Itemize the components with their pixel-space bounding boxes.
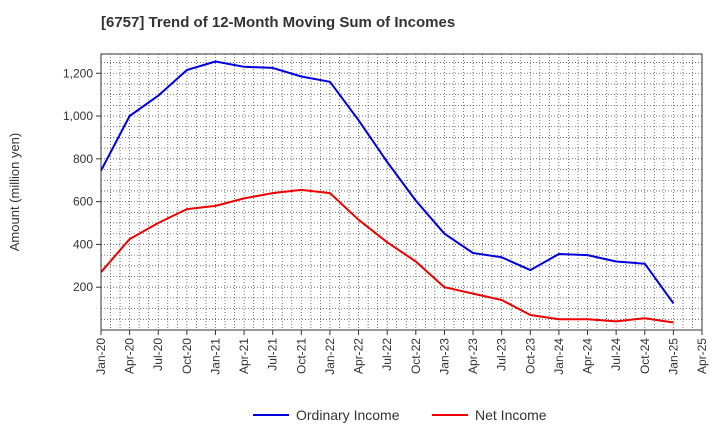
x-tick-label: Oct-20 <box>180 338 194 374</box>
x-tick-label: Oct-24 <box>638 338 652 374</box>
plot-background <box>101 54 702 330</box>
x-tick-label: Jul-22 <box>380 338 394 371</box>
x-tick-label: Oct-21 <box>294 338 308 374</box>
x-tick-label: Jul-24 <box>609 338 623 371</box>
x-tick-label: Apr-24 <box>581 338 595 374</box>
x-tick-label: Oct-22 <box>409 338 423 374</box>
x-tick-label: Jul-21 <box>266 338 280 371</box>
series-line-net-income <box>100 188 674 324</box>
x-tick-label: Oct-23 <box>523 338 537 374</box>
y-tick-label: 1,000 <box>63 109 93 123</box>
x-tick-label: Jul-20 <box>151 338 165 371</box>
y-tick-label: 1,200 <box>63 66 93 80</box>
series-layer <box>100 60 675 324</box>
y-tick-label: 600 <box>73 195 93 209</box>
y-tick-label: 400 <box>73 237 93 251</box>
plot-frame <box>100 53 703 331</box>
x-tick-label: Apr-22 <box>352 338 366 374</box>
x-tick-label: Jan-24 <box>552 338 566 375</box>
legend-label-ordinary-income: Ordinary Income <box>296 407 400 423</box>
y-tick-label: 800 <box>73 152 93 166</box>
x-tick-label: Jan-22 <box>323 338 337 375</box>
chart-title: [6757] Trend of 12-Month Moving Sum of I… <box>101 14 456 31</box>
y-tick-label: 200 <box>73 280 93 294</box>
x-tick-label: Jan-23 <box>437 338 451 375</box>
x-tick-label: Jan-25 <box>666 338 680 375</box>
x-tick-label: Jan-21 <box>208 338 222 375</box>
x-tick-label: Apr-20 <box>123 338 137 374</box>
x-tick-label: Apr-21 <box>237 338 251 374</box>
x-tick-label: Apr-23 <box>466 338 480 374</box>
legend-label-net-income: Net Income <box>475 407 547 423</box>
x-tick-label: Jan-20 <box>94 338 108 375</box>
legend: Ordinary Income Net Income <box>253 407 547 423</box>
grid-layer <box>101 54 702 330</box>
y-axis-title: Amount (million yen) <box>7 133 22 252</box>
axis-layer: 200 400 600 800 1,000 1,200 Jan-20 Apr-20 Jul-20… <box>63 66 709 374</box>
x-tick-label: Jul-23 <box>495 338 509 371</box>
series-line-ordinary-income <box>100 60 675 304</box>
x-tick-label: Apr-25 <box>695 338 709 374</box>
